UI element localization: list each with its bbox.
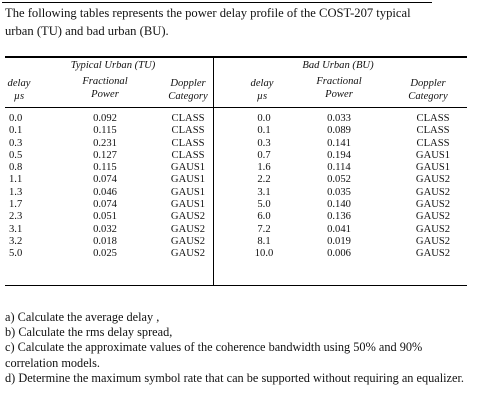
bu-power-cell: 0.033 — [327, 113, 351, 124]
bu-doppler-cell: GAUS2 — [415, 235, 451, 247]
tu-doppler-cell: CLASS — [171, 137, 205, 149]
tu-doppler-cell: GAUS1 — [170, 174, 206, 186]
tu-doppler-cell: GAUS2 — [170, 211, 206, 223]
bu-doppler-cell: CLASS — [416, 113, 450, 124]
bu-doppler-cell: GAUS2 — [415, 211, 451, 223]
tu-doppler-cell: GAUS2 — [170, 248, 206, 260]
question-a: a) Calculate the average delay , — [5, 310, 160, 324]
tu-delay-cell: 0.1 — [9, 125, 23, 137]
tu-power-cell: 0.074 — [93, 199, 117, 211]
bu-power-column: 0.033 0.089 0.141 0.194 0.114 0.052 0.035 0.140… — [314, 113, 364, 261]
bu-delay-cell: 7.2 — [257, 223, 271, 235]
bu-doppler-cell: GAUS2 — [415, 199, 451, 211]
tu-doppler-cell: GAUS1 — [170, 162, 206, 174]
top-border — [2, 2, 432, 3]
tu-power-cell: 0.032 — [93, 223, 117, 235]
questions: a) Calculate the average delay , b) Calc… — [5, 310, 475, 386]
tu-delay-cell: 5.0 — [9, 248, 23, 260]
bu-power-cell: 0.006 — [327, 248, 351, 260]
bu-delay-cell: 10.0 — [254, 248, 274, 260]
tu-power-cell: 0.127 — [93, 149, 117, 161]
bu-delay-cell: 6.0 — [257, 211, 271, 223]
bu-delay-cell: 0.1 — [257, 125, 271, 137]
bu-doppler-cell: GAUS1 — [415, 162, 451, 174]
question-b: b) Calculate the rms delay spread, — [5, 325, 173, 340]
bu-power-cell: 0.140 — [327, 199, 351, 211]
tu-power-cell: 0.074 — [93, 174, 117, 186]
tu-delay-cell: 0.8 — [9, 162, 23, 174]
question-d: d) Determine the maximum symbol rate tha… — [5, 370, 464, 385]
tu-delay-cell: 2.3 — [9, 211, 23, 223]
bu-delay-cell: 8.1 — [257, 235, 271, 247]
tu-delay-cell: 0.5 — [9, 149, 23, 161]
tu-doppler-cell: GAUS1 — [170, 199, 206, 211]
bu-delay-cell: 2.2 — [257, 174, 271, 186]
bu-doppler-cell: GAUS2 — [415, 174, 451, 186]
bu-delay-cell: 5.0 — [257, 199, 271, 211]
tu-power-cell: 0.115 — [93, 125, 117, 137]
bu-power-cell: 0.136 — [327, 211, 351, 223]
table-divider — [213, 56, 214, 286]
bu-power-header: Fractional Power — [316, 76, 362, 100]
tu-delay-header: delay µs — [7, 78, 31, 102]
tu-doppler-cell: GAUS1 — [170, 186, 206, 198]
bu-delay-cell: 3.1 — [257, 186, 271, 198]
tu-power-cell: 0.046 — [93, 186, 117, 198]
tu-delay-cell: 3.2 — [9, 235, 23, 247]
intro-text: The following tables represents the powe… — [5, 6, 411, 38]
tu-delay-cell: 1.1 — [9, 174, 23, 186]
tu-doppler-cell: GAUS2 — [170, 235, 206, 247]
bu-power-cell: 0.052 — [327, 174, 351, 186]
bu-delay-cell: 0.3 — [257, 137, 271, 149]
bu-doppler-cell: GAUS2 — [415, 186, 451, 198]
bu-power-cell: 0.035 — [327, 186, 351, 198]
tu-delay-cell: 1.7 — [9, 199, 23, 211]
tu-doppler-column: CLASS CLASS CLASS CLASS GAUS1 GAUS1 GAUS1 GAUS1… — [165, 113, 211, 261]
tu-power-cell: 0.231 — [93, 137, 117, 149]
bu-doppler-cell: CLASS — [416, 125, 450, 137]
bu-doppler-cell: CLASS — [416, 137, 450, 149]
tu-delay-cell: 0.3 — [9, 137, 23, 149]
tu-doppler-header: Doppler Category — [168, 78, 208, 102]
table-bottom-rule — [5, 285, 467, 286]
question-c: c) Calculate the approximate values of t… — [5, 340, 423, 370]
tu-doppler-cell: GAUS2 — [170, 223, 206, 235]
tu-delay-cell: 0.0 — [9, 113, 23, 124]
bu-doppler-cell: GAUS2 — [415, 223, 451, 235]
bu-power-cell: 0.019 — [327, 235, 351, 247]
bu-power-cell: 0.089 — [327, 125, 351, 137]
bu-doppler-header: Doppler Category — [408, 78, 448, 102]
bu-delay-cell: 0.7 — [257, 149, 271, 161]
bu-title: Bad Urban (BU) — [302, 60, 374, 71]
tu-power-cell: 0.025 — [93, 248, 117, 260]
tu-doppler-cell: CLASS — [171, 149, 205, 161]
bu-doppler-cell: GAUS1 — [415, 149, 451, 161]
bu-delay-cell: 0.0 — [257, 113, 271, 124]
bu-power-cell: 0.141 — [327, 137, 351, 149]
tu-doppler-cell: CLASS — [171, 125, 205, 137]
tu-title: Typical Urban (TU) — [70, 60, 156, 71]
bu-power-cell: 0.114 — [327, 162, 351, 174]
tu-doppler-cell: CLASS — [171, 113, 205, 124]
bu-delay-column: 0.0 0.1 0.3 0.7 1.6 2.2 3.1 5.0 6.0 7.2 8.1 10.0 — [249, 113, 279, 261]
tu-delay-cell: 3.1 — [9, 223, 23, 235]
bu-power-cell: 0.041 — [327, 223, 351, 235]
bu-doppler-cell: GAUS2 — [415, 248, 451, 260]
tu-power-cell: 0.018 — [93, 235, 117, 247]
bu-power-cell: 0.194 — [327, 149, 351, 161]
table-header-rule — [5, 107, 467, 108]
bu-delay-cell: 1.6 — [257, 162, 271, 174]
bu-delay-header: delay µs — [250, 78, 274, 102]
tu-power-cell: 0.092 — [93, 113, 117, 124]
tu-power-header: Fractional Power — [82, 76, 128, 100]
tu-delay-column: 0.0 0.1 0.3 0.5 0.8 1.1 1.3 1.7 2.3 3.1 3.2 5.0 — [9, 113, 39, 261]
tu-power-cell: 0.051 — [93, 211, 117, 223]
tu-delay-cell: 1.3 — [9, 186, 23, 198]
table-top-rule — [5, 56, 467, 58]
bu-doppler-column: CLASS CLASS CLASS GAUS1 GAUS1 GAUS2 GAUS2 GAUS2… — [410, 113, 456, 261]
tu-power-cell: 0.115 — [93, 162, 117, 174]
tu-power-column: 0.092 0.115 0.231 0.127 0.115 0.074 0.046 0.074… — [80, 113, 130, 261]
